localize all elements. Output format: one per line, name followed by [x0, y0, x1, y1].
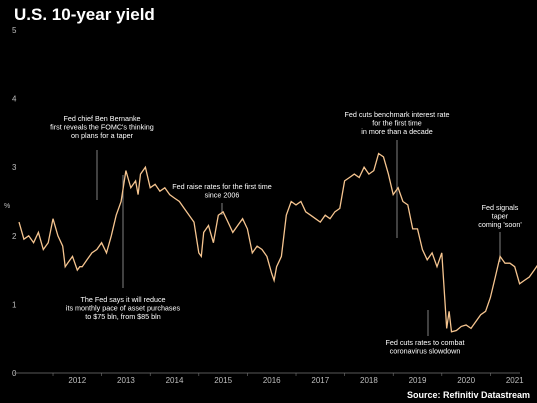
annotation-line: Fed cuts benchmark interest rate	[344, 110, 449, 119]
x-axis-ticks: 2012 2013 2014 2015 2016 2017 2018 2019 2020 2021	[52, 373, 524, 385]
y-unit-label: %	[4, 203, 10, 210]
y-tick-label: 3	[12, 163, 17, 172]
x-tick-label: 2021	[506, 376, 524, 385]
x-tick-label: 2012	[68, 376, 86, 385]
y-axis-ticks: 0 1 2 3 4 5	[12, 26, 17, 378]
annotation-text: Fed raise rates for the first time since …	[172, 182, 271, 200]
annotation-line: first reveals the FOMC's thinking	[50, 123, 154, 132]
y-tick-label: 2	[12, 232, 17, 241]
y-tick-label: 5	[12, 26, 17, 35]
y-tick-label: 1	[12, 300, 17, 309]
annotation-line: its monthly pace of asset purchases	[66, 304, 181, 313]
annotation-texts: Fed chief Ben Bernanke first reveals the …	[50, 110, 522, 356]
y-tick-label: 4	[12, 95, 17, 104]
annotation-line: Fed raise rates for the first time	[172, 182, 271, 191]
x-tick-label: 2017	[311, 376, 329, 385]
chart-title: U.S. 10-year yield	[14, 5, 155, 24]
annotation-text: Fed chief Ben Bernanke first reveals the …	[50, 114, 154, 140]
x-tick-label: 2015	[214, 376, 232, 385]
x-tick-label: 2019	[409, 376, 427, 385]
x-tick-label: 2020	[457, 376, 475, 385]
x-tick-label: 2018	[360, 376, 378, 385]
y-tick-label: 0	[12, 369, 17, 378]
annotation-line: for the first time	[372, 119, 422, 128]
x-tick-label: 2014	[166, 376, 184, 385]
annotation-line: coronavirus slowdown	[390, 347, 461, 356]
x-tick-label: 2013	[117, 376, 135, 385]
annotation-text: Fed cuts rates to combat coronavirus slow…	[385, 338, 464, 356]
annotation-line: on plans for a taper	[71, 131, 134, 140]
annotation-line: coming 'soon'	[478, 220, 522, 229]
annotation-line: since 2006	[205, 191, 240, 200]
annotation-line: in more than a decade	[361, 127, 433, 136]
annotation-line: Fed chief Ben Bernanke	[63, 114, 140, 123]
x-tick-label: 2016	[263, 376, 281, 385]
annotation-line: to $75 bln, from $85 bln	[85, 312, 161, 321]
annotation-text: The Fed says it will reduce its monthly p…	[66, 295, 181, 321]
annotation-text: Fed cuts benchmark interest rate for the …	[344, 110, 449, 136]
annotation-text: Fed signals taper coming 'soon'	[478, 203, 522, 229]
series-line-10y-yield	[18, 152, 537, 333]
annotation-line: Fed signals	[482, 203, 519, 212]
annotation-line: The Fed says it will reduce	[80, 295, 165, 304]
annotation-line: taper	[492, 212, 509, 221]
annotation-line: Fed cuts rates to combat	[385, 338, 464, 347]
source-note: Source: Refinitiv Datastream	[407, 390, 530, 400]
